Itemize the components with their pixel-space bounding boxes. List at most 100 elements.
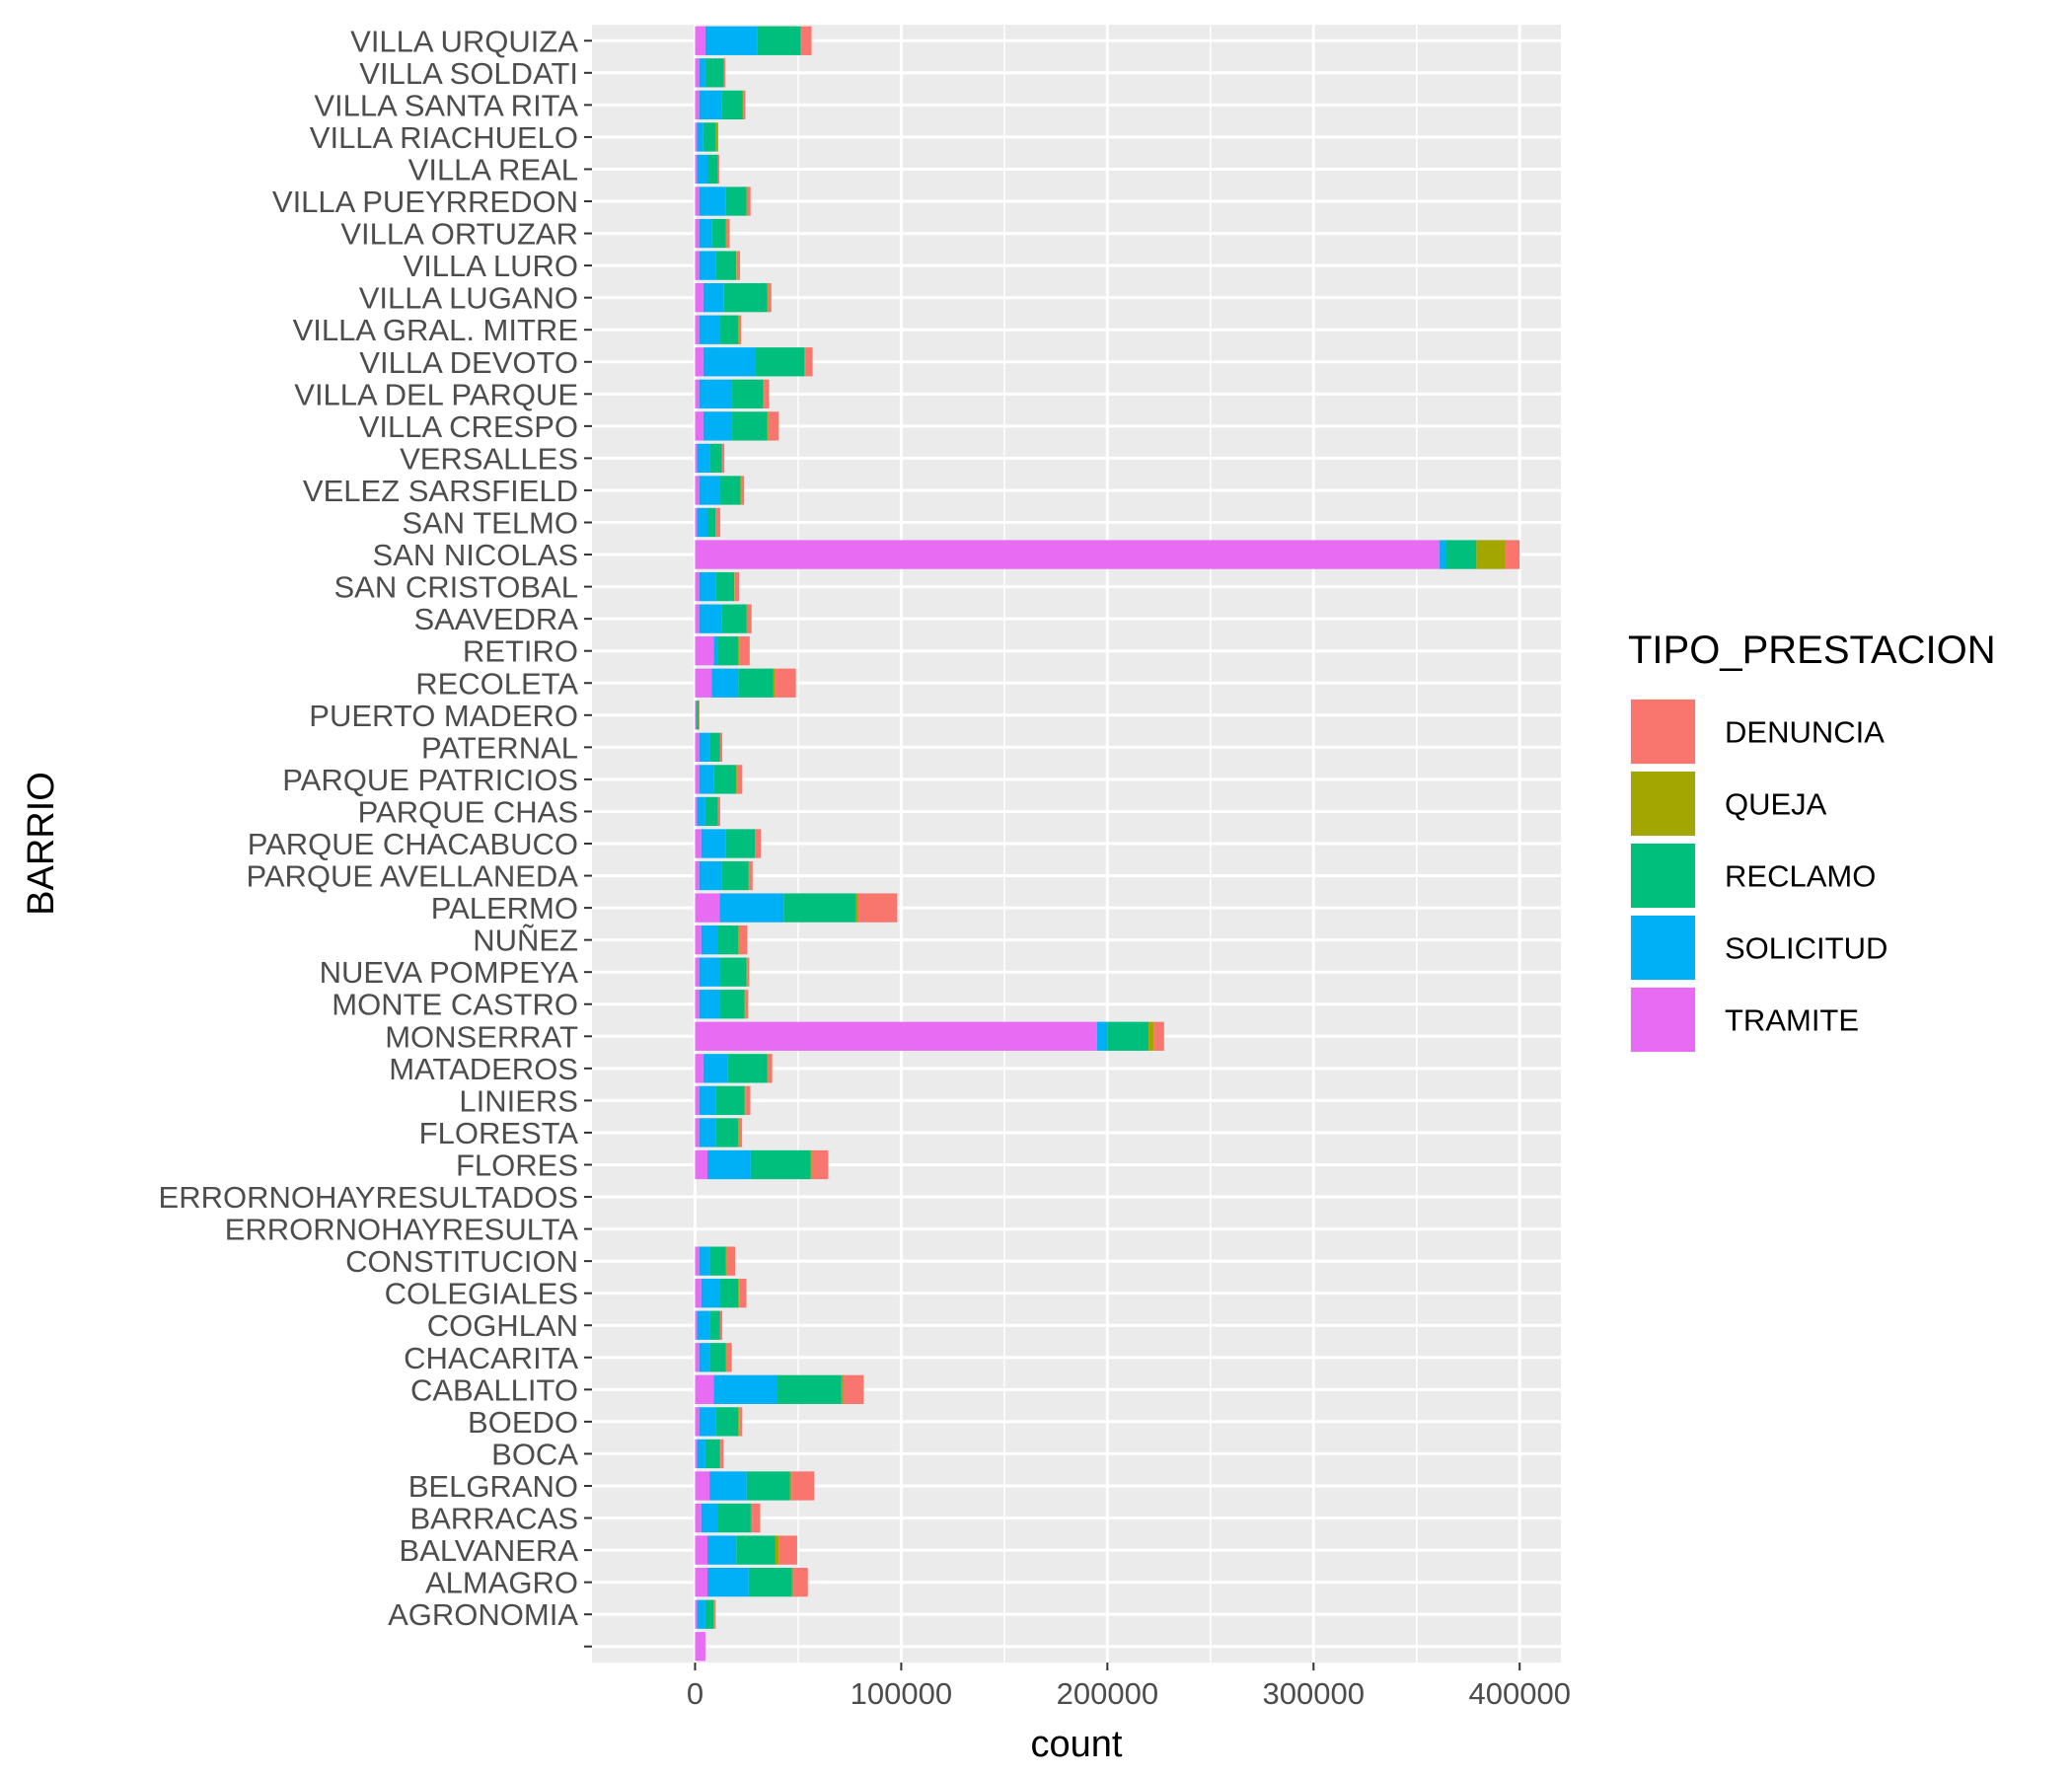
y-tick-label: NUEVA POMPEYA xyxy=(320,955,579,990)
bar-segment-reclamo xyxy=(719,476,741,505)
bar-segment-denuncia xyxy=(747,957,750,987)
bar-segment-reclamo xyxy=(709,732,720,762)
y-tick-label: FLORESTA xyxy=(419,1116,579,1150)
bar-segment-tramite xyxy=(695,476,700,505)
bar-segment-reclamo xyxy=(715,1407,739,1437)
bar-segment-queja xyxy=(767,1054,769,1083)
bar-segment-tramite xyxy=(695,1535,708,1565)
bar-segment-solicitud xyxy=(699,990,720,1019)
y-tick-label: RETIRO xyxy=(463,634,578,669)
y-tick-label: VILLA GRAL. MITRE xyxy=(293,313,578,347)
bar-segment-denuncia xyxy=(738,1118,743,1147)
y-tick-label: VILLA SOLDATI xyxy=(359,56,578,91)
bar-segment-reclamo xyxy=(721,860,749,891)
x-tick-label: 200000 xyxy=(1057,1676,1158,1711)
bar-segment-queja xyxy=(738,315,739,344)
bar-segment-denuncia xyxy=(719,732,723,762)
bar-segment-denuncia xyxy=(738,315,742,344)
bar-segment-queja xyxy=(734,571,735,602)
bar-segment-denuncia xyxy=(699,701,700,730)
bar-segment-reclamo xyxy=(777,1374,842,1404)
x-tick-label: 0 xyxy=(687,1676,703,1711)
bar-segment-solicitud xyxy=(699,1343,710,1372)
y-tick-label: FLORES xyxy=(456,1147,578,1182)
bar-segment-reclamo xyxy=(721,604,747,633)
bar-segment-solicitud xyxy=(709,1471,747,1501)
bar-segment-solicitud xyxy=(697,507,708,538)
bar-segment-tramite xyxy=(695,732,700,762)
y-tick-label: VILLA RIACHUELO xyxy=(310,120,578,155)
bar-segment-queja xyxy=(1476,540,1506,569)
bar-segment-reclamo xyxy=(721,90,743,120)
bar-segment-reclamo xyxy=(723,283,768,313)
bar-segment-solicitud xyxy=(707,1567,749,1597)
bar-segment-queja xyxy=(719,732,721,762)
bar-segment-reclamo xyxy=(704,58,724,88)
legend-key-queja xyxy=(1631,772,1695,836)
bar-segment-denuncia xyxy=(764,379,770,408)
bar-segment-queja xyxy=(744,990,746,1019)
bar-segment-tramite xyxy=(695,701,697,730)
bar-segment-denuncia xyxy=(724,58,726,88)
bar-segment-denuncia xyxy=(719,1310,723,1340)
bar-segment-tramite xyxy=(695,1471,710,1501)
bar-segment-queja xyxy=(804,347,806,377)
bar-segment-denuncia xyxy=(739,636,750,666)
y-tick-label: RECOLETA xyxy=(415,666,578,701)
bar-segment-tramite xyxy=(695,507,698,538)
bar-segment-denuncia xyxy=(791,1471,815,1501)
bar-segment-denuncia xyxy=(1505,540,1520,569)
x-tick-label: 100000 xyxy=(851,1676,952,1711)
legend-label: RECLAMO xyxy=(1725,859,1876,894)
y-tick-label: VILLA REAL xyxy=(408,152,578,186)
bar-segment-tramite xyxy=(695,1439,698,1469)
bar-segment-tramite xyxy=(695,1021,1097,1051)
bar-segment-reclamo xyxy=(717,636,739,666)
y-tick-label: SAN NICOLAS xyxy=(373,538,578,572)
bar-segment-reclamo xyxy=(715,571,735,602)
bar-segment-tramite xyxy=(695,315,700,344)
bar-segment-solicitud xyxy=(701,829,726,858)
y-tick-label: VILLA ORTUZAR xyxy=(340,217,578,252)
y-tick-label: MONSERRAT xyxy=(385,1019,578,1054)
bar-segment-reclamo xyxy=(697,701,700,730)
bar-segment-reclamo xyxy=(732,411,768,441)
bar-segment-tramite xyxy=(695,1599,698,1629)
bar-segment-queja xyxy=(725,218,727,249)
bar-segment-reclamo xyxy=(746,1471,790,1501)
bar-segment-reclamo xyxy=(709,1310,720,1340)
bar-segment-reclamo xyxy=(704,796,718,827)
bar-segment-denuncia xyxy=(1153,1021,1164,1051)
bar-segment-solicitud xyxy=(699,218,712,249)
bar-segment-denuncia xyxy=(843,1374,864,1404)
bar-segment-reclamo xyxy=(719,990,745,1019)
y-tick-label: PALERMO xyxy=(431,891,578,925)
y-tick-label: VILLA LURO xyxy=(404,249,578,283)
bar-segment-queja xyxy=(755,829,756,858)
bar-segment-denuncia xyxy=(715,507,720,538)
bar-segment-denuncia xyxy=(805,347,813,377)
bar-segment-denuncia xyxy=(811,1149,829,1180)
bar-segment-reclamo xyxy=(715,1118,739,1147)
y-tick-label: ERRORNOHAYRESULTADOS xyxy=(159,1180,578,1215)
bar-segment-denuncia xyxy=(768,283,772,313)
bar-segment-tramite xyxy=(695,990,700,1019)
bar-segment-solicitud xyxy=(707,1149,751,1180)
bar-segment-denuncia xyxy=(755,829,762,858)
bar-segment-solicitud xyxy=(697,122,703,152)
bar-segment-reclamo xyxy=(1107,1021,1149,1051)
y-tick-label: NUÑEZ xyxy=(473,924,578,958)
bar-segment-tramite xyxy=(695,860,700,891)
y-tick-label: MONTE CASTRO xyxy=(332,988,578,1022)
legend-title: TIPO_PRESTACION xyxy=(1628,629,1996,672)
bar-segment-solicitud xyxy=(699,604,722,633)
bar-segment-queja xyxy=(721,443,723,474)
bar-segment-solicitud xyxy=(703,411,733,441)
bar-segment-reclamo xyxy=(725,186,747,216)
bar-segment-tramite xyxy=(695,283,703,313)
bar-segment-reclamo xyxy=(704,1599,714,1629)
bar-segment-solicitud xyxy=(1096,1021,1108,1051)
bar-segment-denuncia xyxy=(722,443,725,474)
bar-segment-solicitud xyxy=(703,283,724,313)
bar-segment-tramite xyxy=(695,1374,714,1404)
